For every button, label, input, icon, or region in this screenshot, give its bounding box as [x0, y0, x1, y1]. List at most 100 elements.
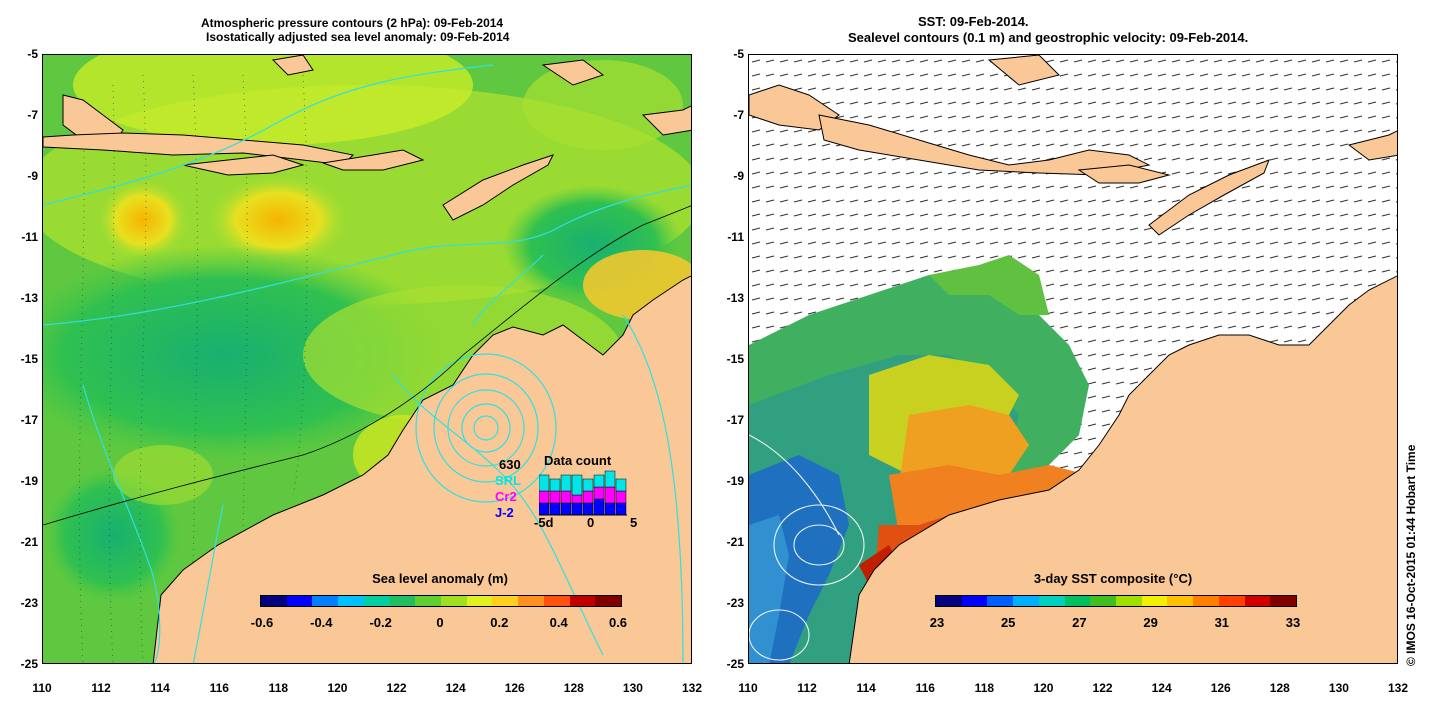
left-title-line1: Atmospheric pressure contours (2 hPa): 0…: [201, 16, 504, 30]
x-tick-label: 122: [386, 681, 407, 695]
x-tick-label: 124: [1151, 681, 1172, 695]
y-tick-label: -21: [20, 535, 38, 549]
data-count-axis-right: 5: [630, 515, 638, 530]
data-count-bar-j2: [615, 502, 627, 516]
right-title-line1: SST: 09-Feb-2014.: [918, 14, 1029, 29]
y-tick-label: -11: [21, 230, 38, 244]
x-tick-label: 112: [91, 681, 111, 695]
y-tick-label: -7: [27, 108, 38, 122]
x-tick-label: 130: [1328, 681, 1349, 695]
x-tick-label: 120: [327, 681, 348, 695]
y-tick-label: -25: [726, 657, 744, 671]
data-count-bar-cr2: [560, 490, 572, 504]
x-tick-label: 128: [563, 681, 584, 695]
colorbar-segment: [1116, 596, 1142, 606]
sla-colorbar: [260, 595, 622, 607]
colorbar-segment: [987, 596, 1014, 606]
y-tick-label: -17: [726, 413, 744, 427]
colorbar-segment: [543, 596, 570, 606]
colorbar-tick-label: 25: [1000, 615, 1016, 630]
data-count-bar-j2: [593, 498, 605, 516]
x-tick-label: 116: [915, 681, 935, 695]
y-tick-label: -7: [733, 108, 744, 122]
sea-level-map-graphic: [43, 55, 691, 663]
x-tick-label: 132: [1387, 681, 1409, 695]
data-count-bar-srl: [593, 474, 605, 488]
colorbar-segment: [961, 596, 988, 606]
x-tick-label: 130: [622, 681, 643, 695]
copyright-notice: © IMOS 16-Oct-2015 01:44 Hobart Time: [1404, 444, 1418, 666]
data-count-bar-srl: [582, 478, 594, 492]
y-tick-label: -15: [726, 352, 744, 366]
x-tick-label: 118: [974, 681, 995, 695]
data-count-bar-cr2: [549, 490, 561, 504]
data-count-bar-j2: [571, 502, 583, 516]
colorbar-segment: [1090, 596, 1117, 606]
sst-colorbar-label: 3-day SST composite (°C): [1033, 571, 1193, 586]
y-tick-label: -19: [726, 474, 744, 488]
australia-land-sst: [848, 275, 1397, 663]
data-count-j2: J-2: [495, 505, 514, 520]
colorbar-segment: [569, 596, 596, 606]
x-tick-label: 128: [1269, 681, 1290, 695]
colorbar-segment: [312, 596, 339, 606]
data-count-cr2: Cr2: [495, 489, 517, 504]
y-tick-label: -13: [726, 291, 744, 305]
x-tick-label: 110: [32, 681, 52, 695]
x-tick-label: 126: [504, 681, 525, 695]
sst-map: 3-day SST composite (°C) 23 25 27 29 31 33: [748, 54, 1398, 664]
colorbar-segment: [936, 596, 962, 606]
data-count-bar-j2: [560, 502, 572, 516]
colorbar-tick-label: -0.6: [250, 615, 274, 630]
colorbar-segment: [389, 596, 416, 606]
colorbar-segment: [441, 596, 467, 606]
y-tick-label: -17: [20, 413, 38, 427]
colorbar-tick-label: 0.2: [490, 615, 509, 630]
x-tick-label: 110: [738, 681, 758, 695]
data-count-bar-srl: [560, 474, 572, 492]
colorbar-tick-label: 23: [929, 615, 945, 630]
colorbar-segment: [518, 596, 544, 606]
colorbar-segment: [1193, 596, 1219, 606]
y-tick-label: -13: [20, 291, 38, 305]
colorbar-tick-label: -0.2: [369, 615, 392, 630]
data-count-bar-cr2: [571, 494, 583, 504]
y-tick-label: -5: [27, 47, 38, 61]
x-tick-label: 112: [797, 681, 817, 695]
x-tick-label: 114: [856, 681, 876, 695]
colorbar-tick-label: 27: [1072, 615, 1087, 630]
x-tick-label: 120: [1033, 681, 1054, 695]
data-count-bar-cr2: [539, 490, 550, 504]
y-tick-label: -25: [20, 657, 38, 671]
colorbar-segment: [1013, 596, 1039, 606]
colorbar-segment: [338, 596, 364, 606]
colorbar-segment: [1244, 596, 1271, 606]
right-title-line2: Sealevel contours (0.1 m) and geostrophi…: [848, 30, 1249, 45]
colorbar-tick-label: 0.4: [549, 615, 568, 630]
data-count-bar-srl: [571, 474, 583, 496]
colorbar-segment: [363, 596, 390, 606]
sst-map-graphic: [749, 55, 1397, 663]
data-count-bar-j2: [549, 502, 561, 516]
x-tick-label: 126: [1210, 681, 1231, 695]
y-tick-label: -11: [727, 230, 744, 244]
data-count-bar-srl: [549, 478, 561, 492]
colorbar-segment: [492, 596, 519, 606]
data-count-total: 630: [499, 457, 521, 472]
colorbar-segment: [1218, 596, 1245, 606]
data-count-bar-j2: [582, 502, 594, 516]
y-tick-label: -9: [27, 169, 38, 183]
colorbar-tick-label: 0.6: [608, 615, 628, 630]
data-count-bar-cr2: [615, 490, 627, 504]
x-tick-label: 114: [150, 681, 170, 695]
colorbar-tick-label: 33: [1285, 615, 1301, 630]
y-tick-label: -23: [726, 596, 744, 610]
x-tick-label: 132: [681, 681, 703, 695]
data-count-bar-srl: [615, 478, 627, 492]
colorbar-segment: [1064, 596, 1091, 606]
data-count-bar-srl: [539, 474, 550, 492]
colorbar-segment: [1270, 596, 1297, 606]
data-count-bar-cr2: [593, 486, 605, 500]
data-count-bar-srl: [604, 470, 616, 488]
colorbar-tick-label: 31: [1214, 615, 1230, 630]
